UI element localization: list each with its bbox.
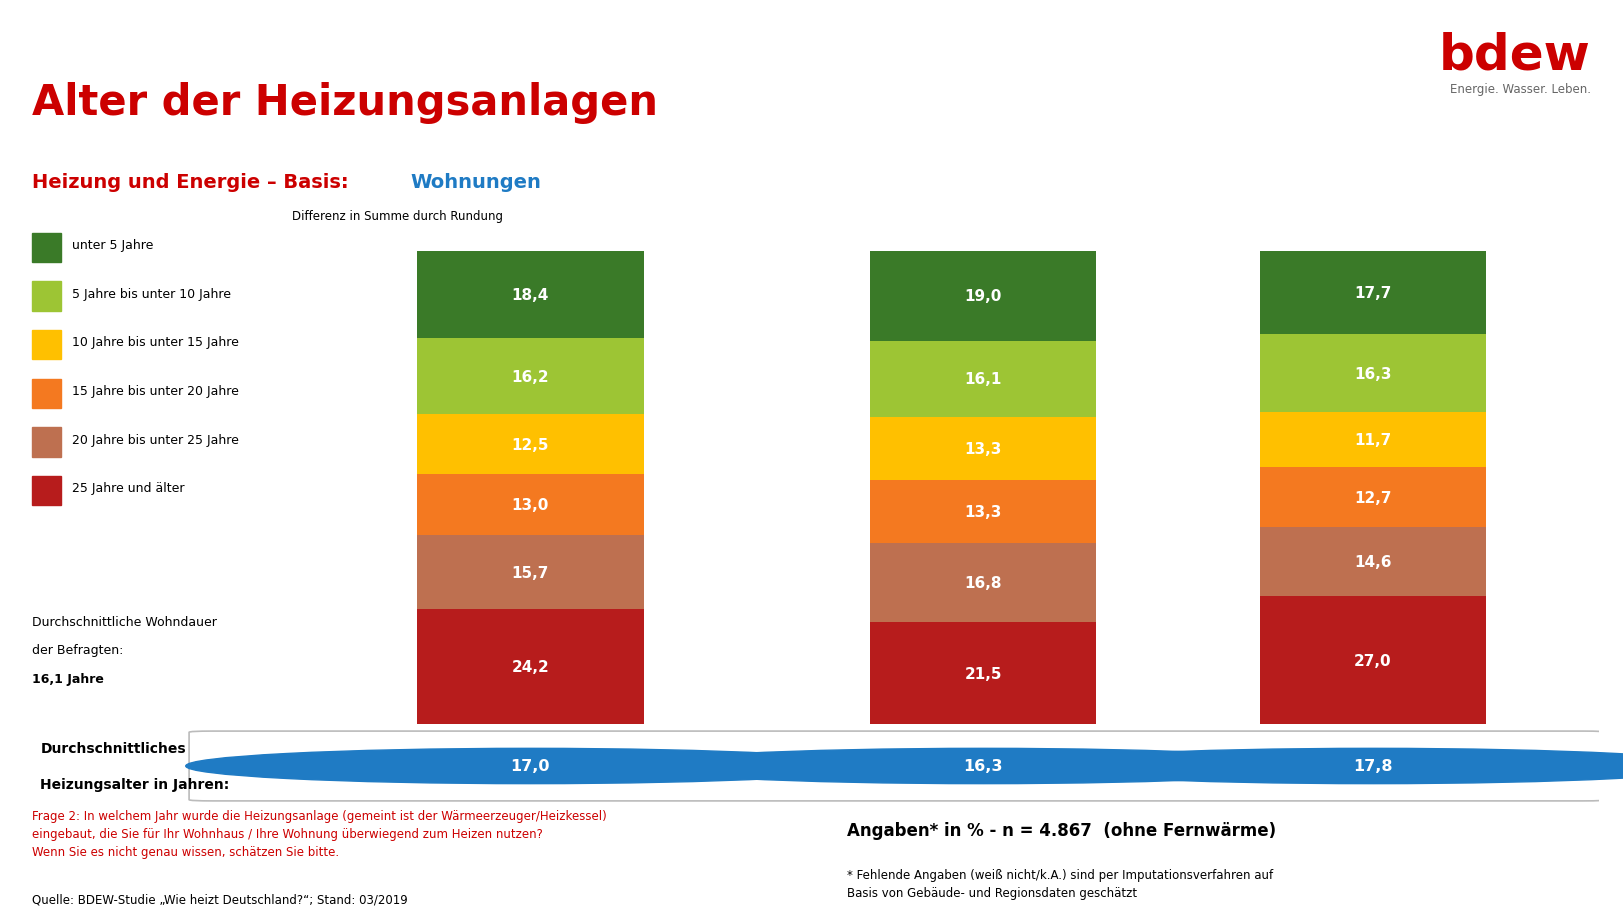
Bar [1259,527,1487,597]
Circle shape [185,749,875,783]
Text: 5 Jahre bis unter 10 Jahre: 5 Jahre bis unter 10 Jahre [73,287,230,301]
Text: Energie. Wasser. Leben.: Energie. Wasser. Leben. [1449,83,1591,96]
Text: * Fehlende Angaben (weiß nicht/k.A.) sind per Imputationsverfahren auf
Basis von: * Fehlende Angaben (weiß nicht/k.A.) sin… [847,868,1272,899]
Bar [32,379,62,408]
Bar [870,251,1097,342]
Bar [1259,335,1487,412]
Text: Frage 2: In welchem Jahr wurde die Heizungsanlage (gemeint ist der Wärmeerzeuger: Frage 2: In welchem Jahr wurde die Heizu… [32,809,607,858]
Text: 14,6: 14,6 [1354,555,1393,569]
Text: 24,2: 24,2 [511,660,549,674]
Text: 27,0: 27,0 [1354,653,1393,668]
Text: Ø: Ø [229,759,240,773]
Text: Angaben* in % - n = 4.867  (ohne Fernwärme): Angaben* in % - n = 4.867 (ohne Fernwärm… [847,821,1276,839]
Text: 17,8: 17,8 [1354,759,1393,773]
Bar [1259,467,1487,527]
Bar [417,415,643,474]
Text: 13,3: 13,3 [964,441,1001,456]
Text: 17,0: 17,0 [511,759,550,773]
Text: 18,4: 18,4 [511,287,549,302]
Text: 20 Jahre bis unter 25 Jahre: 20 Jahre bis unter 25 Jahre [73,433,239,446]
Text: Durchschnittliches: Durchschnittliches [41,742,187,755]
FancyBboxPatch shape [190,732,1607,801]
Text: Wohnungen: Wohnungen [474,743,586,761]
Text: 21,5: 21,5 [964,666,1001,681]
Bar [32,233,62,262]
Bar [417,536,643,609]
Text: Ein-/Zwei-
Familienhäusern: Ein-/Zwei- Familienhäusern [928,760,1037,790]
Bar [32,476,62,506]
Text: bdew: bdew [1438,32,1591,80]
Bar [870,480,1097,543]
Text: 16,2: 16,2 [511,369,549,384]
Text: 15,7: 15,7 [511,565,549,580]
Text: 16,3: 16,3 [964,759,1003,773]
Text: Alter der Heizungsanlagen: Alter der Heizungsanlagen [32,82,659,124]
Bar [417,338,643,415]
Bar [870,342,1097,417]
Text: 16,1 Jahre: 16,1 Jahre [32,672,104,685]
Text: 16,1: 16,1 [964,372,1001,387]
Text: 13,3: 13,3 [964,504,1001,519]
Text: unter 5 Jahre: unter 5 Jahre [73,239,154,251]
Bar [870,622,1097,724]
Bar [32,282,62,312]
Bar [417,251,643,338]
Text: 12,7: 12,7 [1354,490,1393,505]
Bar [870,417,1097,480]
Bar [870,543,1097,622]
Text: Heizungsalter in Jahren:: Heizungsalter in Jahren: [41,777,229,791]
Circle shape [1029,749,1623,783]
Text: Mehrfamilien-
häusern: Mehrfamilien- häusern [1328,760,1419,790]
Text: 16,8: 16,8 [964,576,1001,590]
Bar [32,331,62,360]
Bar [417,474,643,536]
Text: 17,7: 17,7 [1354,286,1393,301]
Bar [1259,412,1487,467]
Circle shape [638,749,1328,783]
Bar [417,609,643,724]
Text: 15 Jahre bis unter 20 Jahre: 15 Jahre bis unter 20 Jahre [73,384,239,397]
Bar [1259,597,1487,724]
Text: 10 Jahre bis unter 15 Jahre: 10 Jahre bis unter 15 Jahre [73,336,239,349]
Text: 19,0: 19,0 [964,289,1001,303]
Text: 12,5: 12,5 [511,437,549,452]
Text: 25 Jahre und älter: 25 Jahre und älter [73,482,185,495]
Text: der Befragten:: der Befragten: [32,643,128,657]
Text: 13,0: 13,0 [511,497,549,512]
Text: Durchschnittliche Wohndauer: Durchschnittliche Wohndauer [32,615,217,628]
Text: Davon in:: Davon in: [742,743,823,758]
Bar [1259,251,1487,335]
Text: Differenz in Summe durch Rundung: Differenz in Summe durch Rundung [292,210,503,222]
Text: Heizung und Energie – Basis:: Heizung und Energie – Basis: [32,173,355,191]
Text: 11,7: 11,7 [1355,433,1391,447]
Text: Wohnungen: Wohnungen [411,173,542,191]
Text: 16,3: 16,3 [1354,366,1393,381]
Text: Quelle: BDEW-Studie „Wie heizt Deutschland?“; Stand: 03/2019: Quelle: BDEW-Studie „Wie heizt Deutschla… [32,893,409,906]
Bar [32,428,62,457]
